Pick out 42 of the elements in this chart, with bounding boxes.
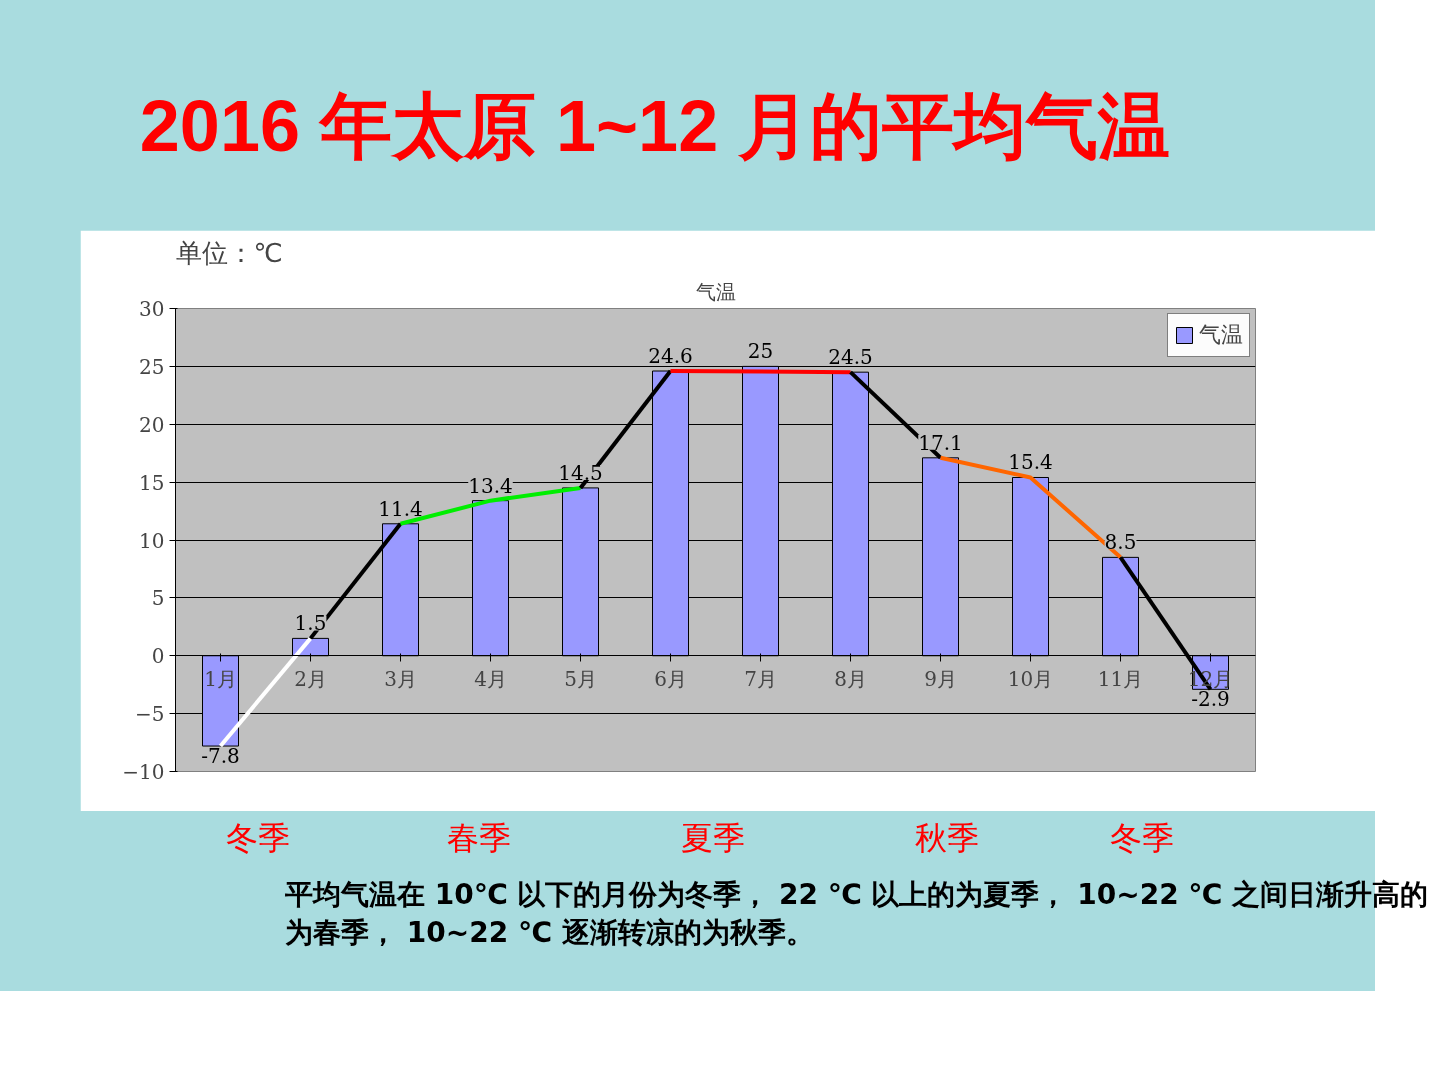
data-label: 15.4 (1008, 450, 1053, 475)
text: 平均气温在 10℃ 以下的月份为冬季， 22 ℃ 以上的为夏季， 10~22 ℃ 之间日渐升高的为春季， 10~22 ℃ 逐渐转凉的为秋季。 (285, 877, 1430, 951)
data-label: 24.5 (828, 345, 873, 370)
chart-subtitle: 气温 (695, 279, 736, 304)
text: 春季 (447, 818, 511, 859)
y-tick-label: 5 (151, 586, 165, 611)
x-tick-label: 8月 (834, 666, 867, 691)
y-tick-label: 25 (139, 354, 165, 379)
legend-label: 气温 (1199, 321, 1243, 349)
data-label: 13.4 (468, 473, 513, 498)
x-tick-label: 2月 (294, 666, 327, 691)
x-tick-label: 9月 (924, 666, 957, 691)
y-tick-label: 20 (139, 412, 165, 437)
x-tick-label: 5月 (564, 666, 597, 691)
chart-title: 2016 年太原 1~12 月的平均气温 (139, 85, 1171, 168)
data-label: -7.8 (201, 744, 240, 769)
data-label: -2.9 (1191, 687, 1230, 712)
x-tick-label: 4月 (474, 666, 507, 691)
data-label: 25 (747, 339, 774, 364)
data-label: 14.5 (558, 460, 603, 485)
x-tick-label: 3月 (384, 666, 417, 691)
data-label: 24.6 (648, 344, 693, 369)
data-label: 11.4 (378, 496, 423, 521)
text: 冬季 (226, 818, 290, 859)
y-tick-label: 15 (139, 470, 165, 495)
x-tick-label: 11月 (1097, 666, 1144, 691)
x-tick-label: 7月 (744, 666, 777, 691)
x-tick-label: 6月 (654, 666, 687, 691)
x-tick-label: 10月 (1007, 666, 1054, 691)
text: 冬季 (1110, 818, 1174, 859)
text: 秋季 (915, 818, 979, 859)
y-tick-label: −10 (122, 760, 165, 784)
data-label: 17.1 (918, 430, 963, 455)
y-tick-label: −5 (135, 702, 165, 727)
data-label: 1.5 (294, 611, 327, 636)
text: 夏季 (681, 818, 745, 859)
y-tick-label: 30 (139, 297, 165, 321)
y-tick-label: 10 (139, 528, 165, 553)
x-tick-label: 1月 (204, 666, 237, 691)
text: 单位：℃ (175, 237, 283, 268)
y-tick-label: 0 (151, 644, 165, 669)
data-label: 8.5 (1104, 530, 1137, 555)
